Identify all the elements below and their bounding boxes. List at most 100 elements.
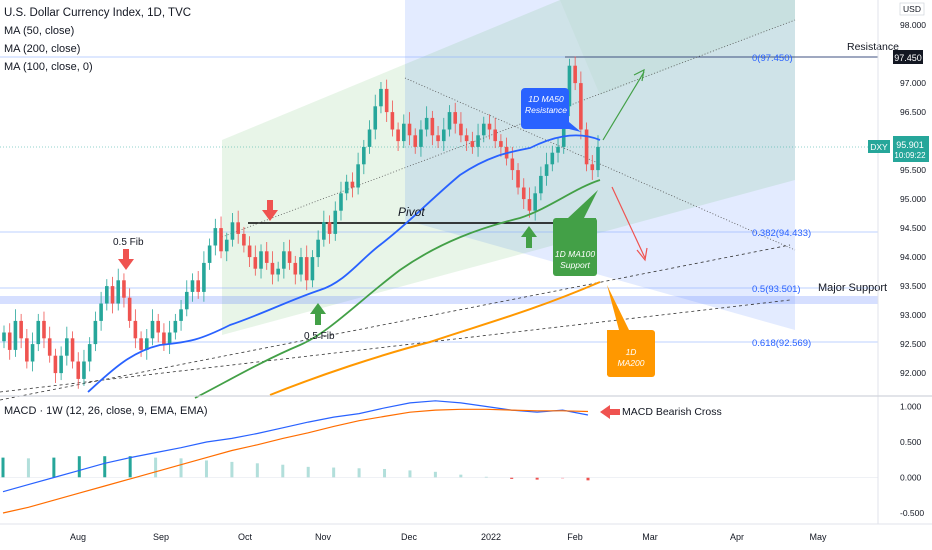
candle-body xyxy=(373,106,378,130)
macd-histogram xyxy=(0,456,878,481)
candles xyxy=(2,56,600,389)
price-tick: 93.500 xyxy=(900,281,926,291)
candle-body xyxy=(499,141,503,147)
candle xyxy=(259,244,263,279)
price-tick: 95.000 xyxy=(900,194,926,204)
candle xyxy=(184,280,189,317)
ma200-callout-line1: 1D xyxy=(626,347,637,357)
candle xyxy=(499,134,503,157)
lower-trendline-1 xyxy=(0,244,791,401)
candle-body xyxy=(122,280,126,298)
candle-body xyxy=(162,332,166,345)
candle-body xyxy=(144,338,149,350)
candle-body xyxy=(87,344,92,362)
candle-body xyxy=(42,320,46,339)
candle-body xyxy=(550,152,555,165)
candle-body xyxy=(293,262,298,275)
resistance-label: Resistance xyxy=(847,41,899,53)
candle xyxy=(327,215,332,244)
candle-body xyxy=(247,245,252,258)
candle-body xyxy=(156,320,161,333)
major-support-zone xyxy=(0,296,878,304)
candle-body xyxy=(167,332,172,345)
red-down-arrow-pivot xyxy=(262,200,278,221)
macd-bearish-cross-arrow xyxy=(600,405,620,419)
candle-body xyxy=(356,164,360,188)
candle-body xyxy=(493,129,497,142)
candle xyxy=(453,102,458,134)
candle-body xyxy=(419,129,423,147)
candle xyxy=(87,337,92,372)
candle-body xyxy=(219,228,223,252)
candle-body xyxy=(322,222,326,240)
candle xyxy=(344,174,349,201)
candle xyxy=(424,106,429,137)
candle xyxy=(550,145,555,172)
candle-body xyxy=(105,286,109,304)
histogram-bar xyxy=(204,460,208,478)
candle xyxy=(202,251,206,302)
candle xyxy=(70,331,75,369)
major-support-label: Major Support xyxy=(818,282,887,294)
bullish-projection-arrow xyxy=(602,68,645,141)
candle xyxy=(282,242,286,279)
candle xyxy=(264,242,269,270)
time-label: Mar xyxy=(642,532,658,542)
candle xyxy=(470,131,475,154)
candle-body xyxy=(430,117,435,136)
candle xyxy=(59,346,63,381)
candle xyxy=(7,323,12,360)
candle xyxy=(99,291,103,331)
candle xyxy=(219,216,223,259)
candle-body xyxy=(47,338,52,356)
candle-body xyxy=(7,332,12,350)
candle-body xyxy=(150,320,155,339)
candle xyxy=(82,349,86,386)
candle xyxy=(270,251,275,285)
candle-body xyxy=(190,280,195,292)
candle xyxy=(19,313,23,349)
candle-body xyxy=(464,135,469,142)
candle-body xyxy=(36,320,41,345)
candle-body xyxy=(487,123,492,130)
candle-body xyxy=(25,338,29,362)
candle xyxy=(487,114,492,140)
candle-body xyxy=(253,257,258,269)
candle-body xyxy=(207,245,212,263)
candle-body xyxy=(447,112,452,130)
candle-body xyxy=(224,239,229,252)
candle xyxy=(190,273,195,302)
ma200-callout-line2: MA200 xyxy=(618,358,645,368)
upper-trendline xyxy=(221,19,796,238)
histogram-bar xyxy=(535,477,539,480)
candle xyxy=(167,320,172,354)
green-channel-top-wedge xyxy=(560,0,795,95)
candle-body xyxy=(133,320,138,339)
candle xyxy=(162,323,166,352)
ma100-callout-line2: Support xyxy=(560,260,590,270)
candle xyxy=(25,329,29,369)
candle xyxy=(362,139,366,175)
candle xyxy=(213,218,218,256)
ma100-legend: MA (100, close, 0) xyxy=(4,61,93,73)
histogram-bar xyxy=(357,468,361,478)
red-down-arrow-fib xyxy=(118,249,134,270)
time-label: Oct xyxy=(238,532,253,542)
candle-body xyxy=(116,280,121,304)
candle xyxy=(110,276,115,314)
candle-body xyxy=(367,129,372,147)
candle xyxy=(333,201,338,241)
histogram-bar xyxy=(154,457,158,478)
ma100-line xyxy=(194,179,601,399)
candle xyxy=(367,120,372,154)
candle-body xyxy=(13,320,18,350)
resistance-price: 97.450 xyxy=(894,53,922,63)
histogram-bar xyxy=(103,456,107,478)
candle-body xyxy=(573,65,577,84)
candle-body xyxy=(584,129,589,165)
candle-body xyxy=(259,251,263,269)
histogram-bar xyxy=(332,467,336,478)
candle xyxy=(230,213,235,247)
mid-trendline xyxy=(404,77,796,251)
resistance-price-badge: 97.450 xyxy=(893,50,923,64)
